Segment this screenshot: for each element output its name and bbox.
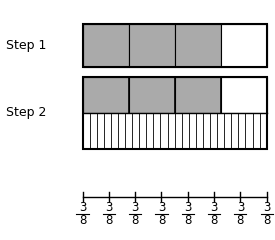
Bar [175,77,221,113]
Text: 3: 3 [263,201,270,214]
Bar [129,24,175,67]
Text: Step 1: Step 1 [6,39,46,52]
Bar [82,77,267,149]
Text: 3: 3 [105,201,112,214]
Bar [82,24,129,67]
Text: 8: 8 [131,214,139,227]
Text: 3: 3 [131,201,139,214]
Bar [82,77,129,113]
Text: 3: 3 [210,201,218,214]
Text: 8: 8 [184,214,191,227]
Bar [221,77,267,113]
Text: 8: 8 [237,214,244,227]
Text: 3: 3 [237,201,244,214]
Text: 3: 3 [184,201,191,214]
Text: 8: 8 [79,214,86,227]
Text: 8: 8 [210,214,218,227]
Text: 8: 8 [263,214,270,227]
Text: 3: 3 [158,201,165,214]
Text: 8: 8 [158,214,165,227]
Bar [82,24,267,67]
Bar [129,77,175,113]
Text: 3: 3 [79,201,86,214]
Text: 8: 8 [105,214,112,227]
Bar [175,24,221,67]
Bar [82,113,267,149]
Bar [221,24,267,67]
Text: Step 2: Step 2 [6,106,46,119]
